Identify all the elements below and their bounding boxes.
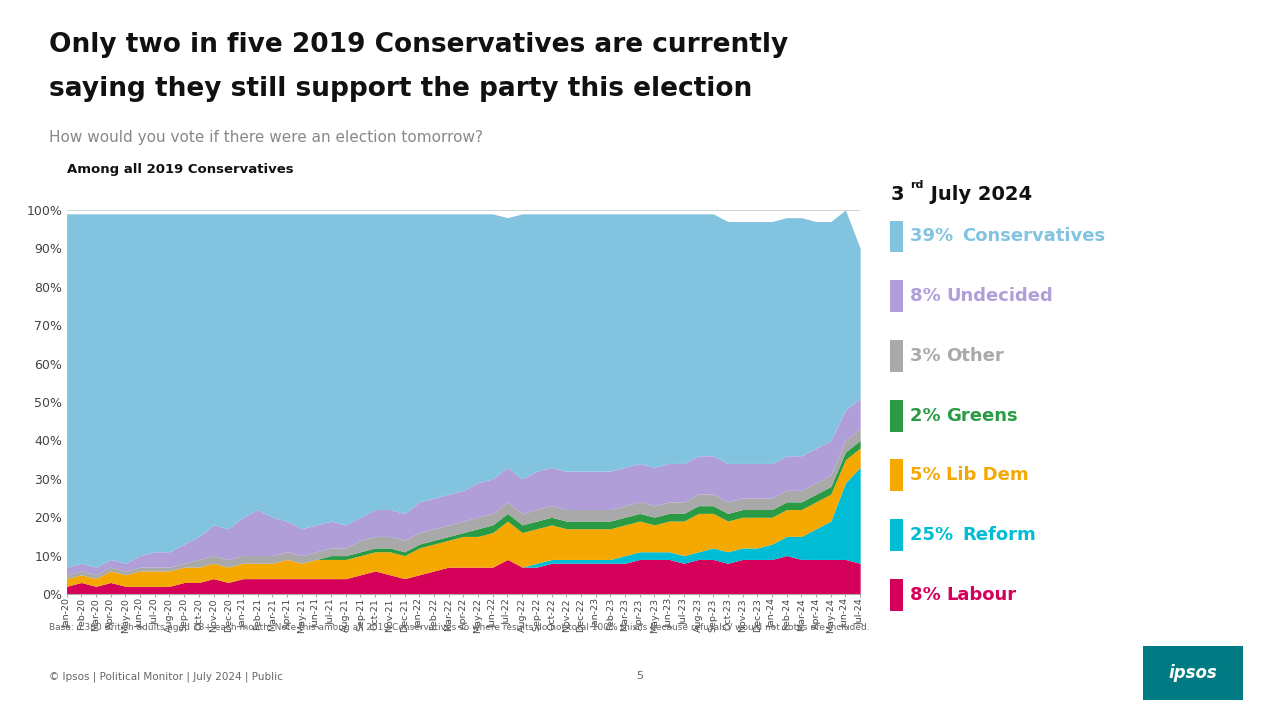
Text: July 2024: July 2024 — [924, 185, 1033, 204]
Text: Reform: Reform — [963, 526, 1036, 544]
Text: Conservatives: Conservatives — [963, 228, 1105, 246]
Text: 25%: 25% — [910, 526, 960, 544]
FancyBboxPatch shape — [891, 459, 902, 491]
Text: Undecided: Undecided — [946, 287, 1052, 305]
Text: 3: 3 — [891, 185, 904, 204]
Text: Base: c.300 British adults aged 18+ each month. Note this among all 2019 Conserv: Base: c.300 British adults aged 18+ each… — [49, 623, 869, 632]
Text: saying they still support the party this election: saying they still support the party this… — [49, 76, 751, 102]
Text: 2%: 2% — [910, 407, 947, 425]
Text: 39%: 39% — [910, 228, 960, 246]
Text: Among all 2019 Conservatives: Among all 2019 Conservatives — [67, 163, 293, 176]
FancyBboxPatch shape — [891, 519, 902, 551]
Text: rd: rd — [910, 180, 923, 190]
Text: © Ipsos | Political Monitor | July 2024 | Public: © Ipsos | Political Monitor | July 2024 … — [49, 671, 283, 682]
FancyBboxPatch shape — [891, 280, 902, 312]
FancyBboxPatch shape — [891, 400, 902, 431]
Text: 5: 5 — [636, 671, 644, 681]
Text: Labour: Labour — [946, 586, 1016, 604]
Text: Only two in five 2019 Conservatives are currently: Only two in five 2019 Conservatives are … — [49, 32, 788, 58]
Text: 8%: 8% — [910, 287, 947, 305]
Text: Lib Dem: Lib Dem — [946, 467, 1029, 485]
Text: 8%: 8% — [910, 586, 947, 604]
FancyBboxPatch shape — [891, 579, 902, 611]
FancyBboxPatch shape — [891, 220, 902, 252]
Text: Other: Other — [946, 347, 1004, 365]
Text: How would you vote if there were an election tomorrow?: How would you vote if there were an elec… — [49, 130, 483, 145]
Text: ipsos: ipsos — [1169, 664, 1217, 682]
Text: Greens: Greens — [946, 407, 1018, 425]
Text: 3%: 3% — [910, 347, 947, 365]
Text: 5%: 5% — [910, 467, 947, 485]
FancyBboxPatch shape — [891, 340, 902, 372]
